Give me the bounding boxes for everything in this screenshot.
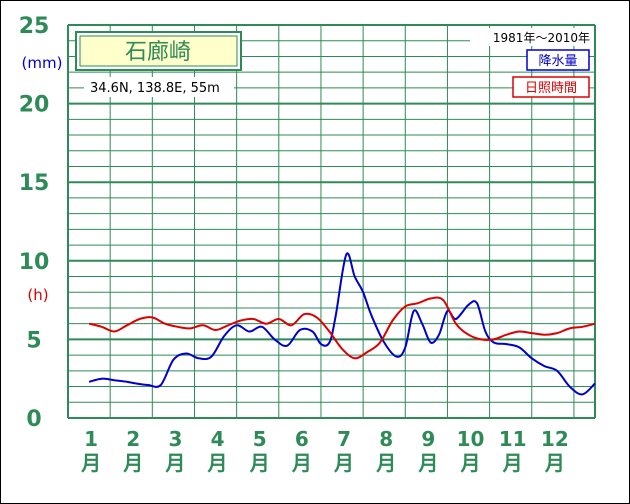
x-tick-month-number: 5: [253, 427, 267, 451]
station-box-inner: [79, 35, 238, 67]
y-tick-label: 25: [19, 14, 50, 39]
y-tick-label: 15: [19, 171, 50, 196]
x-tick-month-number: 6: [295, 427, 309, 451]
x-tick-month-number: 11: [499, 427, 527, 451]
x-tick-month-number: 8: [379, 427, 393, 451]
x-tick-month-number: 12: [541, 427, 569, 451]
x-tick-month-suffix: 月: [417, 451, 438, 475]
x-tick-month-suffix: 月: [164, 451, 185, 475]
precip-line: [88, 252, 596, 396]
legend-precip-box: [526, 49, 590, 71]
legend-sun-box: [512, 76, 590, 98]
x-tick-month-suffix: 月: [544, 451, 565, 475]
location-bg: [84, 77, 234, 97]
y-tick-label: 20: [19, 93, 50, 118]
x-tick-month-suffix: 月: [122, 451, 143, 475]
y-tick-label: 5: [26, 328, 41, 353]
y-axis-labels: 0 5 10 15 20 25: [19, 14, 50, 432]
y-tick-label: 10: [19, 250, 50, 275]
series-lines: [88, 252, 596, 396]
x-tick-month-suffix: 月: [207, 451, 228, 475]
y-tick-label: 0: [26, 407, 41, 432]
x-tick-month-suffix: 月: [291, 451, 312, 475]
legend-precip-label: 降水量: [538, 54, 577, 69]
y-unit-sun: (h): [27, 286, 48, 304]
sunshine-line: [88, 296, 596, 360]
x-tick-month-number: 4: [211, 427, 225, 451]
x-tick-month-suffix: 月: [375, 451, 396, 475]
x-tick-month-suffix: 月: [249, 451, 270, 475]
station-name: 石廊崎: [125, 40, 191, 65]
x-tick-month-number: 9: [421, 427, 435, 451]
station-label-box: 石廊崎: [75, 31, 242, 71]
x-tick-month-number: 3: [168, 427, 182, 451]
x-tick-month-suffix: 月: [460, 451, 481, 475]
legend: 降水量 日照時間: [512, 49, 590, 98]
x-tick-month-number: 2: [126, 427, 140, 451]
x-tick-month-suffix: 月: [333, 451, 354, 475]
legend-sun-label: 日照時間: [525, 81, 577, 96]
station-location: 34.6N, 138.8E, 55m: [90, 81, 220, 96]
period-bg: [470, 28, 594, 46]
x-tick-month-suffix: 月: [502, 451, 523, 475]
x-tick-month-number: 7: [337, 427, 351, 451]
y-unit-precip: (mm): [22, 54, 63, 72]
period-label: 1981年〜2010年: [493, 31, 590, 45]
x-tick-month-number: 10: [457, 427, 485, 451]
x-tick-month-suffix: 月: [80, 451, 101, 475]
x-tick-month-number: 1: [84, 427, 98, 451]
grid-lines: [67, 24, 596, 419]
